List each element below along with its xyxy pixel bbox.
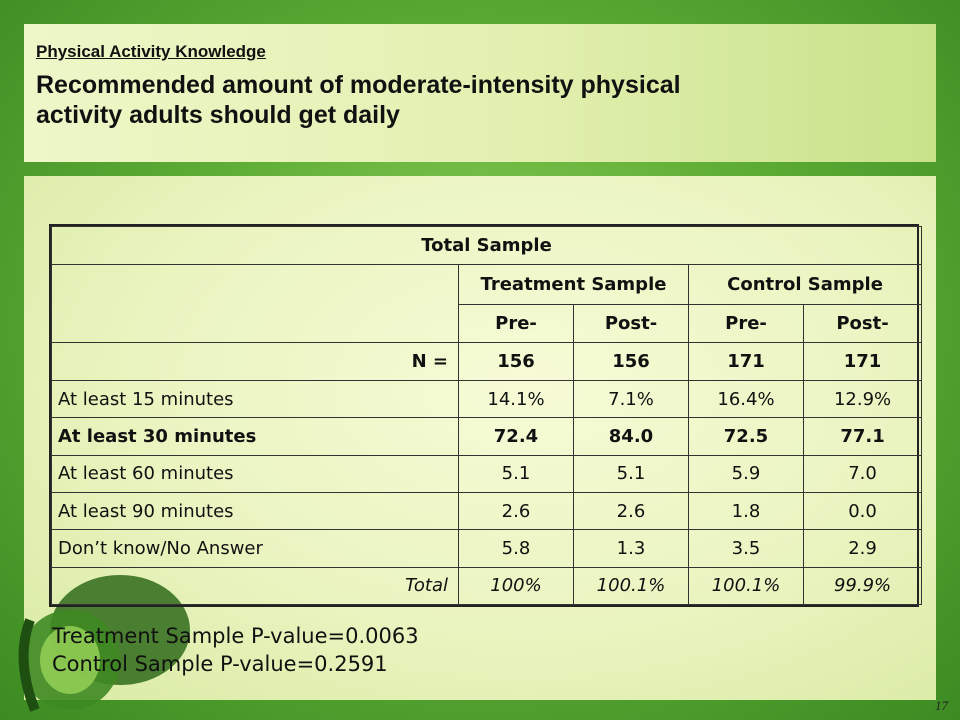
table-row: Total 100% 100.1% 100.1% 99.9% — [51, 566, 923, 606]
table-row: At least 15 minutes 14.1% 7.1% 16.4% 12.… — [51, 380, 923, 419]
total-value: 100.1% — [688, 566, 804, 606]
results-table: Total Sample Treatment Sample Control Sa… — [49, 224, 923, 607]
cell-value: 7.0 — [802, 454, 923, 494]
slide-title: Recommended amount of moderate-intensity… — [36, 70, 924, 130]
cell-value: 72.4 — [458, 417, 574, 456]
table-row: Don’t know/No Answer 5.8 1.3 3.5 2.9 — [51, 529, 923, 568]
cell-value: 1.3 — [573, 529, 689, 568]
total-label: Total — [51, 566, 459, 606]
cell-value: 2.9 — [802, 529, 923, 568]
cell-value: 3.5 — [688, 529, 804, 568]
cell-value: 2.6 — [458, 492, 574, 531]
table-row: At least 60 minutes 5.1 5.1 5.9 7.0 — [51, 454, 923, 494]
cell-value: 14.1% — [458, 380, 574, 419]
subheader-treatment-post: Post- — [573, 303, 689, 343]
cell-value: 84.0 — [573, 417, 689, 456]
subheader-control-post: Post- — [802, 303, 923, 343]
cell-value: 0.0 — [802, 492, 923, 531]
p-value-notes: Treatment Sample P-value=0.0063 Control … — [52, 622, 419, 678]
slide-title-line-2: activity adults should get daily — [36, 101, 400, 129]
cell-value: 5.1 — [458, 454, 574, 494]
total-value: 100.1% — [573, 566, 689, 606]
table-row: At least 90 minutes 2.6 2.6 1.8 0.0 — [51, 492, 923, 531]
cell-value: 72.5 — [688, 417, 804, 456]
row-label: At least 90 minutes — [51, 492, 459, 531]
row-label: At least 30 minutes — [51, 417, 459, 456]
subheader-treatment-pre: Pre- — [458, 303, 574, 343]
control-p-value: Control Sample P-value=0.2591 — [52, 652, 388, 676]
cell-value: 5.8 — [458, 529, 574, 568]
n-value: 171 — [802, 341, 923, 382]
title-panel: Physical Activity Knowledge Recommended … — [24, 24, 936, 162]
group-header-treatment: Treatment Sample — [458, 264, 689, 305]
slide-title-line-1: Recommended amount of moderate-intensity… — [36, 71, 681, 99]
cell-value: 16.4% — [688, 380, 804, 419]
row-label: Don’t know/No Answer — [51, 529, 459, 568]
table-row: At least 30 minutes 72.4 84.0 72.5 77.1 — [51, 417, 923, 456]
cell-value: 77.1 — [802, 417, 923, 456]
treatment-p-value: Treatment Sample P-value=0.0063 — [52, 624, 419, 648]
total-value: 100% — [458, 566, 574, 606]
cell-value: 5.9 — [688, 454, 804, 494]
total-value: 99.9% — [802, 566, 923, 606]
n-value: 156 — [573, 341, 689, 382]
cell-value: 5.1 — [573, 454, 689, 494]
results-table-grid: Total Sample Treatment Sample Control Sa… — [50, 225, 923, 606]
cell-value: 12.9% — [802, 380, 923, 419]
subheader-control-pre: Pre- — [688, 303, 804, 343]
page-number: 17 — [935, 698, 948, 713]
cell-value: 7.1% — [573, 380, 689, 419]
table-caption: Total Sample — [50, 225, 923, 266]
group-header-control: Control Sample — [687, 264, 923, 305]
n-value: 171 — [688, 341, 804, 382]
slide-subtitle: Physical Activity Knowledge — [36, 42, 266, 61]
row-label: At least 15 minutes — [51, 380, 459, 419]
n-value: 156 — [458, 341, 574, 382]
cell-value: 2.6 — [573, 492, 689, 531]
row-label: At least 60 minutes — [51, 454, 459, 494]
n-label: N = — [51, 341, 459, 382]
cell-value: 1.8 — [688, 492, 804, 531]
header-spacer — [51, 264, 459, 343]
